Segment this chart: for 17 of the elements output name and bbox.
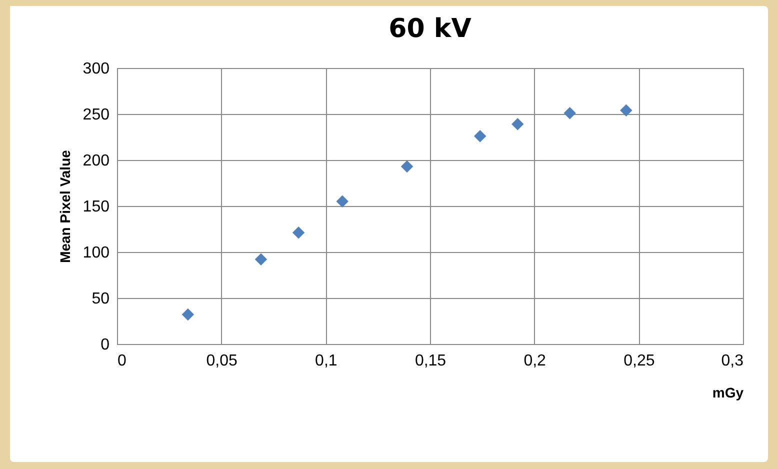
y-axis-title: Mean Pixel Value bbox=[56, 150, 73, 263]
y-tick-label: 200 bbox=[82, 152, 110, 170]
x-tick-label: 0,3 bbox=[721, 352, 744, 370]
x-tick-label: 0,1 bbox=[315, 352, 338, 370]
x-tick-label: 0 bbox=[118, 352, 126, 370]
y-tick-label: 300 bbox=[82, 60, 110, 78]
y-tick-label: 100 bbox=[82, 244, 110, 262]
y-tick-label: 150 bbox=[82, 198, 110, 216]
x-axis-title: mGy bbox=[712, 384, 744, 400]
chart-title: 60 kV bbox=[388, 14, 472, 44]
y-tick-label: 0 bbox=[100, 336, 110, 354]
x-tick-label: 0,25 bbox=[624, 352, 655, 370]
x-tick-label: 0,05 bbox=[206, 352, 238, 370]
x-tick-label: 0,15 bbox=[414, 352, 446, 370]
x-tick-label: 0,2 bbox=[524, 352, 546, 370]
y-tick-label: 50 bbox=[92, 290, 110, 308]
y-tick-label: 250 bbox=[82, 106, 110, 124]
